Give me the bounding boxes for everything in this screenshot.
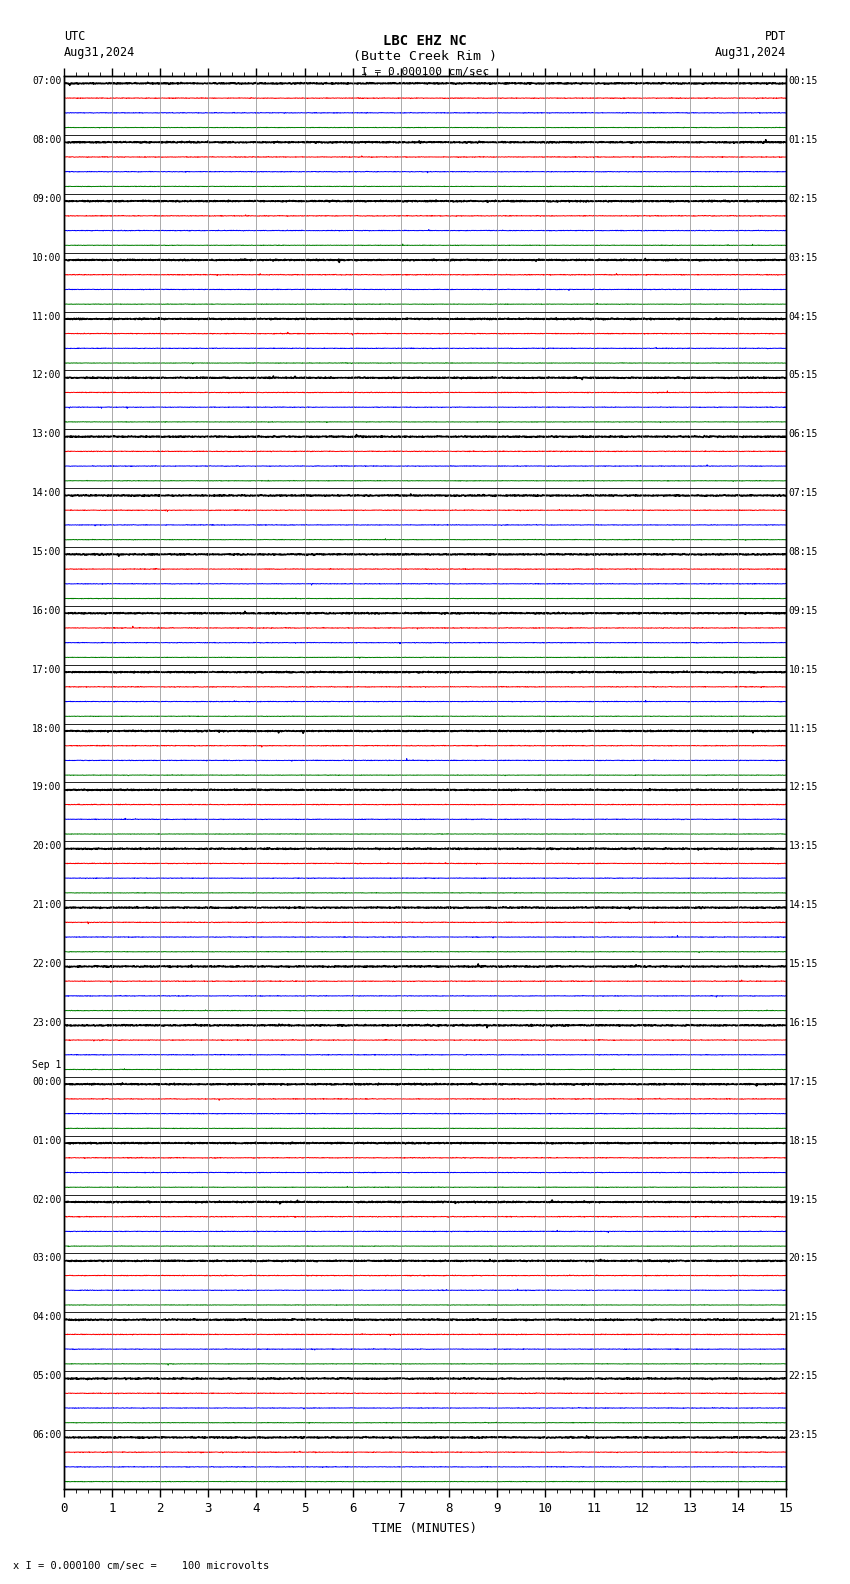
Text: 23:15: 23:15 <box>789 1430 818 1440</box>
Text: 02:00: 02:00 <box>32 1194 61 1204</box>
Text: 07:00: 07:00 <box>32 76 61 86</box>
Text: 19:00: 19:00 <box>32 782 61 792</box>
Text: 21:00: 21:00 <box>32 900 61 911</box>
Text: 17:15: 17:15 <box>789 1077 818 1087</box>
Text: Aug31,2024: Aug31,2024 <box>64 46 135 59</box>
Text: 01:00: 01:00 <box>32 1136 61 1145</box>
X-axis label: TIME (MINUTES): TIME (MINUTES) <box>372 1522 478 1535</box>
Text: LBC EHZ NC: LBC EHZ NC <box>383 33 467 48</box>
Text: x I = 0.000100 cm/sec =    100 microvolts: x I = 0.000100 cm/sec = 100 microvolts <box>13 1562 269 1571</box>
Text: 05:15: 05:15 <box>789 371 818 380</box>
Text: 01:15: 01:15 <box>789 135 818 144</box>
Text: 05:00: 05:00 <box>32 1372 61 1381</box>
Text: 08:00: 08:00 <box>32 135 61 144</box>
Text: 02:15: 02:15 <box>789 193 818 204</box>
Text: 13:15: 13:15 <box>789 841 818 851</box>
Text: 10:15: 10:15 <box>789 665 818 675</box>
Text: Aug31,2024: Aug31,2024 <box>715 46 786 59</box>
Text: 00:15: 00:15 <box>789 76 818 86</box>
Text: 03:00: 03:00 <box>32 1253 61 1264</box>
Text: I = 0.000100 cm/sec: I = 0.000100 cm/sec <box>361 67 489 76</box>
Text: 19:15: 19:15 <box>789 1194 818 1204</box>
Text: 04:00: 04:00 <box>32 1312 61 1323</box>
Text: 06:15: 06:15 <box>789 429 818 439</box>
Text: UTC: UTC <box>64 30 85 43</box>
Text: PDT: PDT <box>765 30 786 43</box>
Text: Sep 1: Sep 1 <box>32 1060 61 1069</box>
Text: 09:00: 09:00 <box>32 193 61 204</box>
Text: 13:00: 13:00 <box>32 429 61 439</box>
Text: 16:00: 16:00 <box>32 607 61 616</box>
Text: 20:00: 20:00 <box>32 841 61 851</box>
Text: 04:15: 04:15 <box>789 312 818 322</box>
Text: 10:00: 10:00 <box>32 252 61 263</box>
Text: (Butte Creek Rim ): (Butte Creek Rim ) <box>353 49 497 63</box>
Text: 15:00: 15:00 <box>32 546 61 558</box>
Text: 12:00: 12:00 <box>32 371 61 380</box>
Text: 22:00: 22:00 <box>32 960 61 969</box>
Text: 22:15: 22:15 <box>789 1372 818 1381</box>
Text: 11:15: 11:15 <box>789 724 818 733</box>
Text: 21:15: 21:15 <box>789 1312 818 1323</box>
Text: 07:15: 07:15 <box>789 488 818 497</box>
Text: 15:15: 15:15 <box>789 960 818 969</box>
Text: 12:15: 12:15 <box>789 782 818 792</box>
Text: 14:00: 14:00 <box>32 488 61 497</box>
Text: 03:15: 03:15 <box>789 252 818 263</box>
Text: 18:00: 18:00 <box>32 724 61 733</box>
Text: 20:15: 20:15 <box>789 1253 818 1264</box>
Text: 06:00: 06:00 <box>32 1430 61 1440</box>
Text: 18:15: 18:15 <box>789 1136 818 1145</box>
Text: 09:15: 09:15 <box>789 607 818 616</box>
Text: 11:00: 11:00 <box>32 312 61 322</box>
Text: 14:15: 14:15 <box>789 900 818 911</box>
Text: 08:15: 08:15 <box>789 546 818 558</box>
Text: 23:00: 23:00 <box>32 1019 61 1028</box>
Text: 16:15: 16:15 <box>789 1019 818 1028</box>
Text: 00:00: 00:00 <box>32 1077 61 1087</box>
Text: 17:00: 17:00 <box>32 665 61 675</box>
